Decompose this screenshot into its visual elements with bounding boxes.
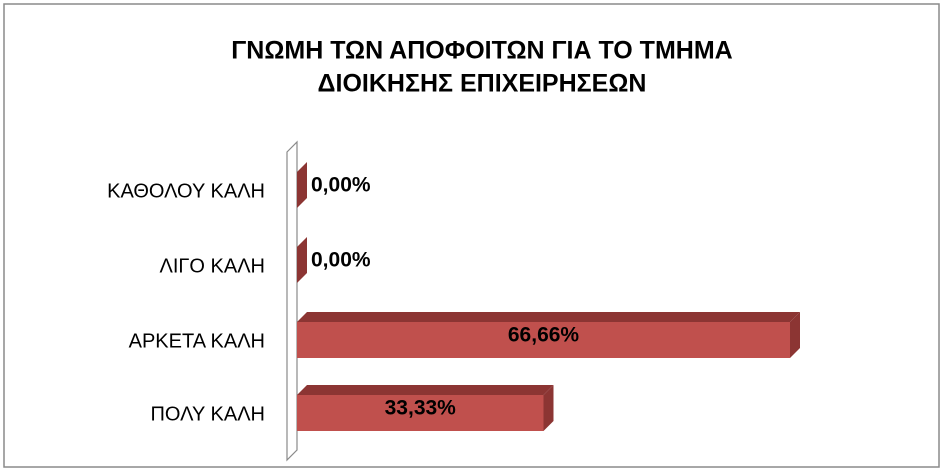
bar-side: [297, 162, 307, 208]
value-label: 66,66%: [508, 324, 580, 347]
category-label: ΚΑΘΟΛΟΥ ΚΑΛΗ: [107, 180, 265, 202]
chart-title: ΓΝΩΜΗ ΤΩΝ ΑΠΟΦΟΙΤΩΝ ΓΙΑ ΤΟ ΤΜΗΜΑ: [231, 37, 732, 65]
category-label: ΛΙΓΟ ΚΑΛΗ: [159, 255, 265, 277]
bar-side: [297, 237, 307, 283]
bar: [297, 322, 790, 358]
value-label: 33,33%: [385, 397, 457, 420]
bar-top: [297, 385, 554, 395]
category-label: ΠΟΛΥ ΚΑΛΗ: [150, 403, 265, 425]
chart-title: ΔΙΟΙΚΗΣΗΣ ΕΠΙΧΕΙΡΗΣΕΩΝ: [318, 70, 647, 98]
axis-wall: [286, 140, 298, 462]
bar-side: [543, 385, 554, 431]
bar-side: [790, 312, 800, 358]
bar: [297, 395, 544, 431]
value-label: 0,00%: [311, 174, 371, 197]
bar-top: [297, 312, 800, 322]
value-label: 0,00%: [311, 249, 371, 272]
category-label: ΑΡΚΕΤΑ ΚΑΛΗ: [129, 330, 265, 352]
